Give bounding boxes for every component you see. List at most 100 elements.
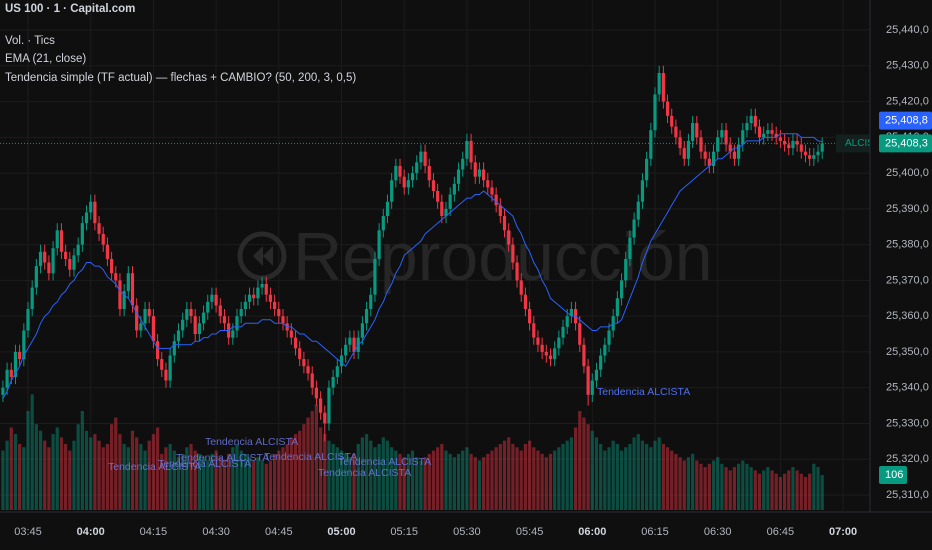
- volume-bar: [703, 467, 707, 510]
- volume-bar: [189, 443, 193, 510]
- candle-body: [201, 312, 206, 324]
- annotation: Tendencia ALCISTA: [176, 452, 269, 464]
- volume-bar: [636, 434, 640, 510]
- candle-body: [172, 341, 176, 356]
- candle-body: [348, 337, 352, 345]
- candle-body: [519, 280, 523, 295]
- volume-bar: [799, 473, 803, 510]
- volume-bar: [360, 437, 364, 510]
- candle-body: [699, 137, 703, 152]
- candle-body: [523, 294, 528, 310]
- volume-bar: [444, 450, 448, 510]
- candle-body: [691, 123, 695, 141]
- volume-bar: [578, 410, 582, 510]
- volume-bar: [431, 450, 436, 510]
- candle-body: [431, 180, 436, 191]
- candle-body: [490, 187, 494, 195]
- candle-body: [319, 398, 323, 413]
- volume-bar: [448, 453, 452, 510]
- volume-bar: [544, 457, 548, 510]
- candle-body: [1, 387, 5, 395]
- candle-body: [548, 355, 553, 360]
- candle-body: [686, 140, 691, 159]
- volume-bar: [436, 447, 440, 510]
- candle-body: [34, 266, 38, 288]
- candle-body: [43, 251, 47, 263]
- candle-body: [210, 294, 214, 302]
- volume-bar: [390, 447, 394, 510]
- volume-bar: [176, 457, 181, 510]
- volume-bar: [377, 443, 381, 510]
- volume-bar: [594, 437, 599, 510]
- volume-bar: [72, 440, 76, 510]
- volume-bar: [122, 443, 126, 510]
- volume-bar: [619, 450, 624, 510]
- candle-body: [105, 244, 110, 259]
- y-tick-label: 25,320,0: [886, 453, 929, 465]
- volume-bar: [285, 443, 289, 510]
- candle-body: [268, 294, 273, 302]
- volume-bar: [490, 450, 494, 510]
- volume-bar: [339, 450, 344, 510]
- annotation: Tendencia ALCISTA: [264, 451, 357, 463]
- x-tick-label: 05:15: [390, 526, 418, 538]
- candle-body: [782, 140, 787, 145]
- volume-bar: [344, 453, 348, 510]
- volume-bar: [93, 434, 97, 510]
- candle-body: [243, 301, 247, 310]
- volume-bar: [147, 440, 151, 510]
- y-tick-label: 25,310,0: [886, 489, 929, 501]
- time-axis: [0, 512, 870, 550]
- annotation: Tendencia ALCISTA: [158, 458, 251, 470]
- candle-body: [214, 294, 218, 306]
- candle-body: [465, 140, 469, 159]
- volume-bar: [749, 467, 753, 510]
- candle-body: [126, 273, 130, 292]
- candle-body: [565, 316, 569, 327]
- volume-bar: [711, 460, 716, 510]
- volume-bar: [59, 437, 64, 510]
- volume-bar: [55, 427, 59, 510]
- candle-body: [406, 180, 410, 188]
- candle-body: [22, 330, 26, 360]
- candle-body: [473, 162, 477, 177]
- candle-body: [185, 309, 189, 320]
- volume-bar: [766, 467, 770, 510]
- candle-body: [682, 148, 686, 159]
- volume-bar: [553, 450, 557, 510]
- candle-body: [84, 212, 89, 224]
- candle-body: [130, 273, 135, 306]
- volume-bar: [9, 427, 13, 510]
- x-tick-label: 06:45: [767, 526, 795, 538]
- candle-body: [716, 137, 720, 152]
- candle-body: [264, 283, 268, 295]
- volume-bar: [302, 424, 306, 510]
- volume-bar: [523, 443, 528, 510]
- volume-bar: [68, 450, 72, 510]
- volume-bar: [482, 457, 486, 510]
- candle-body: [628, 237, 632, 259]
- candle-body: [741, 130, 745, 145]
- candle-body: [640, 180, 645, 202]
- volume-bar: [293, 434, 298, 510]
- candle-body: [791, 140, 795, 149]
- candle-body: [615, 298, 619, 317]
- volume-bar: [661, 443, 665, 510]
- volume-bar: [34, 424, 38, 510]
- candle-body: [778, 137, 782, 141]
- volume-bar: [427, 453, 431, 510]
- candle-body: [18, 351, 22, 360]
- candle-body: [528, 309, 532, 324]
- volume-bar: [80, 410, 84, 510]
- volume-bar: [649, 447, 653, 510]
- volume-bar: [210, 453, 214, 510]
- volume-bar: [394, 450, 398, 510]
- y-tick-label: 25,380,0: [886, 239, 929, 251]
- volume-bar: [678, 457, 682, 510]
- volume-bar: [778, 476, 782, 510]
- candle-body: [118, 280, 122, 310]
- candle-body: [373, 258, 377, 295]
- volume-bar: [410, 450, 415, 510]
- candle-body: [390, 180, 394, 202]
- volume-bar: [665, 447, 670, 510]
